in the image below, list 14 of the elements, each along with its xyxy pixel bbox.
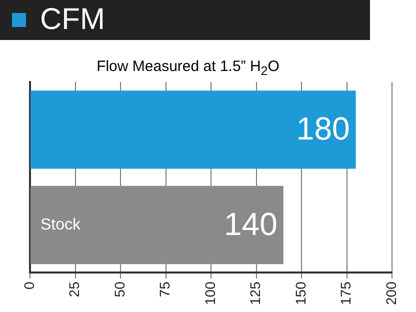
x-tick-label: 175 xyxy=(338,281,354,305)
x-tick-label: 0 xyxy=(20,281,37,290)
x-tick-label: 25 xyxy=(66,281,82,298)
data-label: 180 xyxy=(296,110,350,146)
x-tick-label: 75 xyxy=(156,281,173,298)
chart-subtitle: Flow Measured at 1.5” H$_{2}$O xyxy=(96,58,280,78)
chart-title: CFM xyxy=(40,3,105,37)
x-tick-label: 100 xyxy=(202,281,218,305)
data-label: 140 xyxy=(224,206,278,242)
x-tick-label: 125 xyxy=(247,281,264,305)
x-tick-label: 50 xyxy=(111,281,128,298)
x-tick-label: 150 xyxy=(292,281,308,305)
x-tick-label: 200 xyxy=(382,281,399,305)
y-tick-label: Stock xyxy=(40,216,82,234)
